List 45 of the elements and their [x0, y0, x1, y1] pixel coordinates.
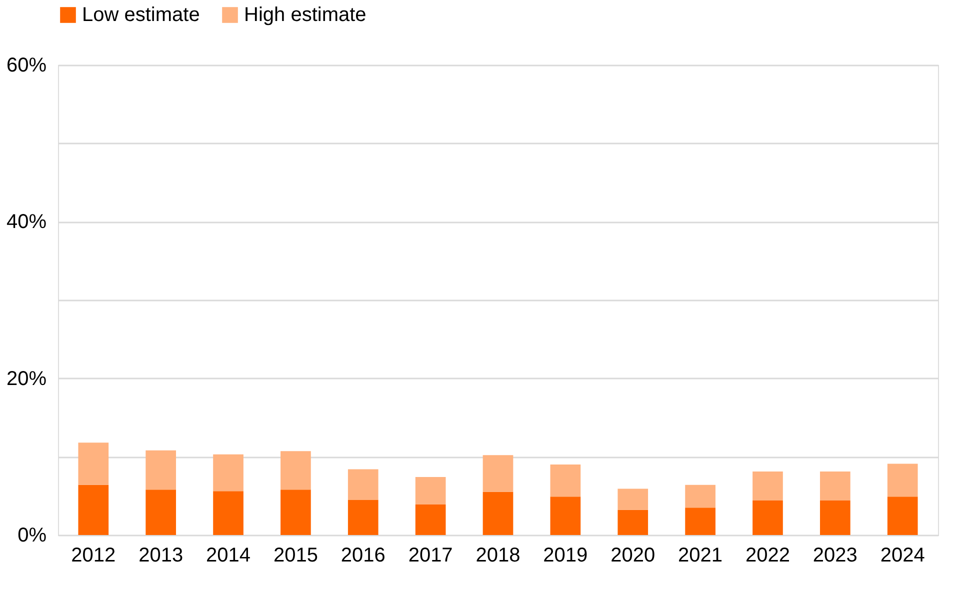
x-tick-label: 2016 [340, 544, 386, 566]
x-tick-label: 2015 [273, 544, 318, 566]
bar [78, 484, 109, 535]
bar [213, 491, 244, 535]
x-tick-label: 2023 [812, 544, 858, 566]
y-tick-label: 40% [6, 211, 47, 234]
bar [618, 488, 648, 510]
x-tick-label: 2019 [543, 544, 588, 566]
bar [685, 484, 716, 508]
bar [482, 492, 514, 535]
x-tick-label: 2012 [71, 544, 116, 566]
bar [820, 500, 850, 535]
bar [618, 510, 648, 535]
y-tick-label: 0% [18, 524, 47, 546]
bar [415, 477, 446, 504]
bar [213, 454, 244, 492]
bar [550, 496, 581, 535]
bar [887, 464, 918, 497]
bar [887, 496, 918, 535]
bar [78, 442, 109, 485]
bar [280, 451, 311, 490]
bar [280, 490, 311, 535]
x-tick-label: 2022 [745, 544, 790, 566]
x-tick-label: 2024 [880, 544, 925, 566]
legend-label: High estimate [244, 4, 366, 26]
bar [415, 504, 446, 535]
bar [550, 464, 581, 497]
bar [146, 450, 176, 490]
bar [752, 472, 783, 501]
bar [348, 500, 378, 535]
x-tick-label: 2021 [678, 544, 723, 566]
x-tick-label: 2017 [408, 544, 453, 566]
legend-label: Low estimate [82, 4, 200, 26]
y-tick-label: 60% [6, 54, 47, 76]
y-tick-label: 20% [6, 368, 47, 390]
bar [348, 469, 378, 500]
x-tick-label: 2014 [206, 544, 251, 566]
x-tick-label: 2013 [138, 544, 184, 566]
bar [685, 508, 716, 535]
bar [752, 500, 783, 535]
bar [482, 455, 514, 492]
x-tick-label: 2020 [610, 544, 656, 566]
bar [820, 472, 850, 501]
bar [146, 490, 176, 535]
x-tick-label: 2018 [476, 544, 520, 566]
